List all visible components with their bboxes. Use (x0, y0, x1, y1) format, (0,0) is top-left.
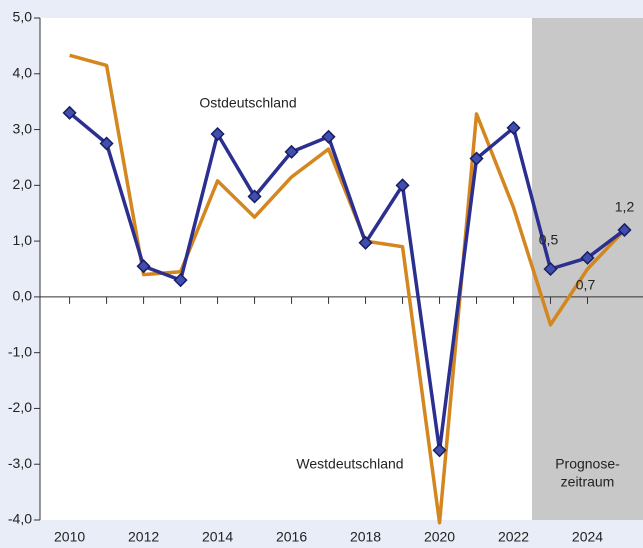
y-tick-label: -3,0 (8, 455, 32, 471)
data-point (210, 126, 225, 142)
data-point (469, 151, 484, 166)
data-point (247, 189, 262, 204)
value-label: 1,2 (615, 199, 635, 215)
data-point (580, 250, 595, 265)
data-point (506, 120, 521, 135)
y-tick-label: 4,0 (13, 64, 33, 80)
data-point (395, 178, 410, 193)
y-tick-label: -4,0 (8, 511, 32, 527)
y-tick-label: 1,0 (13, 232, 33, 248)
x-tick-label: 2022 (498, 529, 529, 545)
data-point (173, 273, 188, 288)
value-label: 0,5 (539, 232, 559, 248)
data-point (62, 105, 77, 120)
data-point (543, 261, 558, 277)
x-tick-label: 2020 (424, 529, 455, 545)
data-point (432, 443, 447, 458)
series-name: Ostdeutschland (199, 95, 296, 111)
data-point (617, 222, 632, 238)
y-tick-label: -1,0 (8, 343, 32, 359)
x-tick-label: 2014 (202, 529, 233, 545)
forecast-label: Prognose- (555, 456, 620, 472)
x-tick-label: 2012 (128, 529, 159, 545)
x-tick-label: 2010 (54, 529, 85, 545)
data-point (321, 129, 336, 144)
y-tick-label: 0,0 (13, 288, 33, 304)
x-tick-label: 2024 (572, 529, 603, 545)
value-label: 0,7 (576, 277, 596, 293)
y-tick-label: -2,0 (8, 399, 32, 415)
series-line (68, 111, 626, 453)
data-point (136, 259, 151, 274)
y-tick-label: 2,0 (13, 176, 33, 192)
data-point (284, 144, 299, 159)
forecast-label: zeitraum (561, 474, 615, 490)
data-point (358, 235, 373, 250)
y-tick-label: 3,0 (13, 120, 33, 136)
x-tick-label: 2018 (350, 529, 381, 545)
data-point (99, 136, 114, 151)
y-tick-label: 5,0 (13, 9, 33, 25)
series-name: Westdeutschland (296, 456, 403, 472)
x-tick-label: 2016 (276, 529, 307, 545)
